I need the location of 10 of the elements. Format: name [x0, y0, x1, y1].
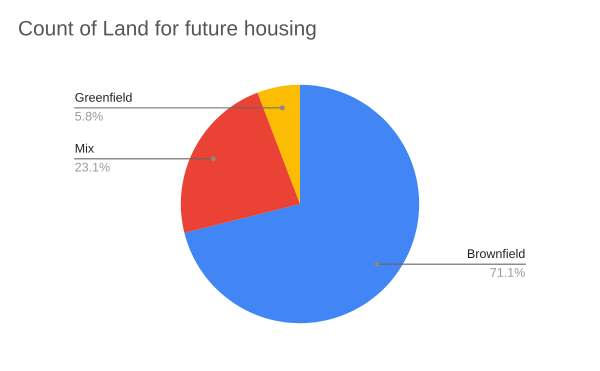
pie-slice [180, 92, 300, 233]
pie-slice [258, 84, 300, 204]
data-label: 71.1% [490, 268, 525, 277]
slice-label: Mix [76, 144, 94, 153]
pie-slice [184, 84, 420, 324]
slice-label: Greenfield [75, 92, 132, 102]
data-label: 5.8% [75, 112, 103, 121]
slice-label: Brownfield [468, 248, 524, 258]
data-label: 23.1% [75, 162, 110, 172]
chart-title: Count of Land for future housing [19, 20, 316, 40]
